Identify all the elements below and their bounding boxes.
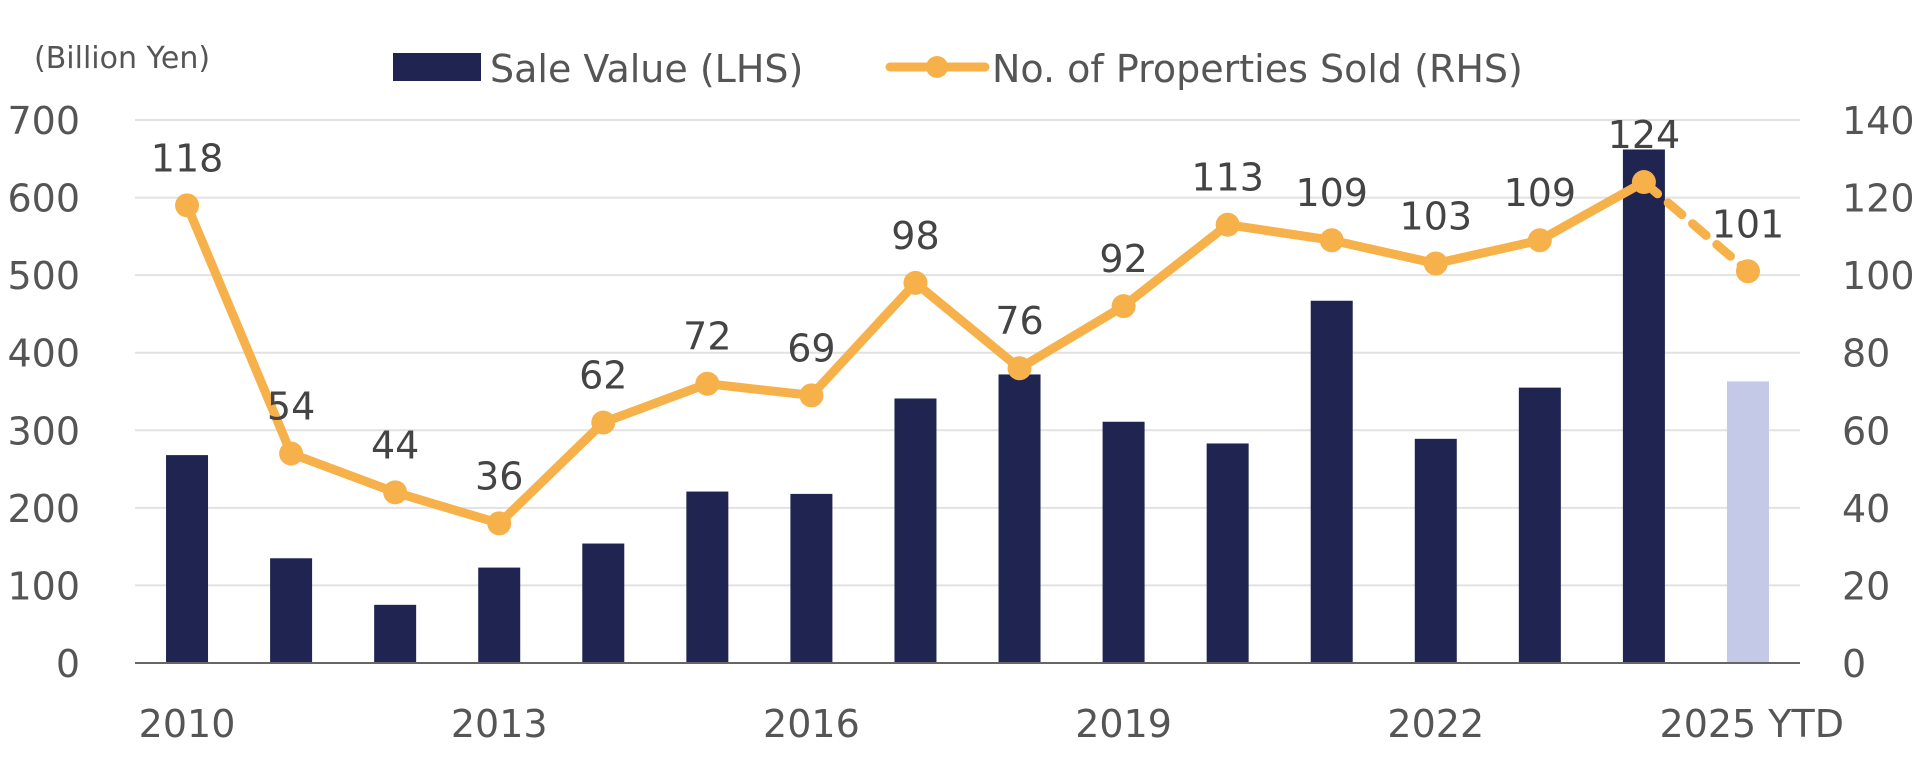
line-point — [1319, 228, 1344, 253]
data-label: 124 — [1608, 113, 1681, 157]
line-point — [175, 193, 200, 218]
x-tick-label: 2016 — [763, 702, 860, 746]
data-label: 44 — [371, 423, 419, 467]
y-left-tick-label: 700 — [7, 99, 80, 143]
line-point — [903, 270, 928, 295]
data-label: 103 — [1400, 195, 1473, 239]
bar — [374, 604, 417, 663]
data-label: 101 — [1712, 202, 1785, 246]
bar — [1726, 381, 1769, 663]
y-right-tick-label: 140 — [1842, 99, 1915, 143]
y-left-tick-label: 100 — [7, 564, 80, 608]
line-dashed — [1639, 177, 1753, 276]
legend-line-label: No. of Properties Sold (RHS) — [992, 47, 1523, 91]
data-label: 76 — [995, 299, 1043, 343]
data-label: 98 — [891, 214, 939, 258]
y-right-tick-label: 60 — [1842, 409, 1890, 453]
bar — [1622, 149, 1665, 663]
line-point — [1527, 228, 1552, 253]
line-point — [383, 480, 408, 505]
y-left-tick-label: 400 — [7, 332, 80, 376]
bar — [1206, 443, 1249, 663]
y-axis-right: 0 20 40 60 80 100 120 140 — [1842, 99, 1915, 686]
data-label: 109 — [1295, 171, 1368, 215]
bar — [998, 374, 1041, 663]
bar — [582, 543, 625, 663]
line-point — [799, 383, 824, 408]
line-point — [1215, 212, 1240, 237]
line-point — [1423, 251, 1448, 276]
bar — [270, 558, 313, 663]
data-labels: 118 54 44 36 62 72 69 98 76 92 113 109 103 109 124 101 — [151, 113, 1784, 498]
line-point — [1735, 259, 1760, 284]
x-tick-label: 2019 — [1075, 702, 1172, 746]
y-right-tick-label: 0 — [1842, 642, 1866, 686]
line-point — [1631, 170, 1656, 195]
data-label: 36 — [475, 454, 523, 498]
data-label: 92 — [1099, 237, 1147, 281]
y-right-tick-label: 80 — [1842, 332, 1890, 376]
data-label: 109 — [1504, 171, 1577, 215]
bar — [1102, 421, 1145, 663]
x-axis-ticks: 2010 2013 2016 2019 2022 2025 YTD — [139, 702, 1844, 746]
x-tick-label: 2025 YTD — [1660, 702, 1844, 746]
data-label: 113 — [1191, 156, 1264, 200]
y-left-tick-label: 300 — [7, 409, 80, 453]
bar — [894, 398, 937, 663]
data-label: 62 — [579, 354, 627, 398]
line-point — [1111, 294, 1136, 319]
y-left-tick-label: 600 — [7, 177, 80, 221]
bar — [1414, 438, 1457, 663]
y-left-tick-label: 500 — [7, 254, 80, 298]
legend-bar-swatch — [393, 53, 481, 81]
bar-series — [166, 149, 1769, 663]
y-left-tick-label: 0 — [56, 642, 80, 686]
bar — [790, 493, 833, 663]
bar — [166, 455, 209, 663]
data-label: 54 — [267, 385, 315, 429]
bar — [686, 491, 729, 663]
gridlines — [135, 119, 1800, 587]
line-point — [591, 410, 616, 435]
bar — [478, 567, 521, 663]
x-tick-label: 2013 — [451, 702, 548, 746]
y-right-tick-label: 100 — [1842, 254, 1915, 298]
bar — [1310, 300, 1353, 663]
legend-line-marker — [926, 56, 948, 78]
bar — [1518, 387, 1561, 663]
data-label: 69 — [787, 326, 835, 370]
data-label: 118 — [151, 136, 224, 180]
y-right-tick-label: 120 — [1842, 177, 1915, 221]
line-point — [487, 511, 512, 536]
data-label: 72 — [683, 315, 731, 359]
legend: Sale Value (LHS) No. of Properties Sold … — [393, 47, 1523, 91]
y-left-tick-label: 200 — [7, 487, 80, 531]
y-axis-left: 0 100 200 300 400 500 600 700 — [7, 99, 80, 686]
y-right-tick-label: 40 — [1842, 487, 1890, 531]
line-point — [1007, 356, 1032, 381]
line-point — [279, 441, 304, 466]
x-tick-label: 2022 — [1387, 702, 1484, 746]
y-right-tick-label: 20 — [1842, 564, 1890, 608]
line-point — [695, 371, 720, 396]
y-axis-unit-label: (Billion Yen) — [34, 41, 210, 76]
line-markers — [175, 170, 1760, 536]
legend-bar-label: Sale Value (LHS) — [490, 47, 803, 91]
x-tick-label: 2010 — [139, 702, 236, 746]
